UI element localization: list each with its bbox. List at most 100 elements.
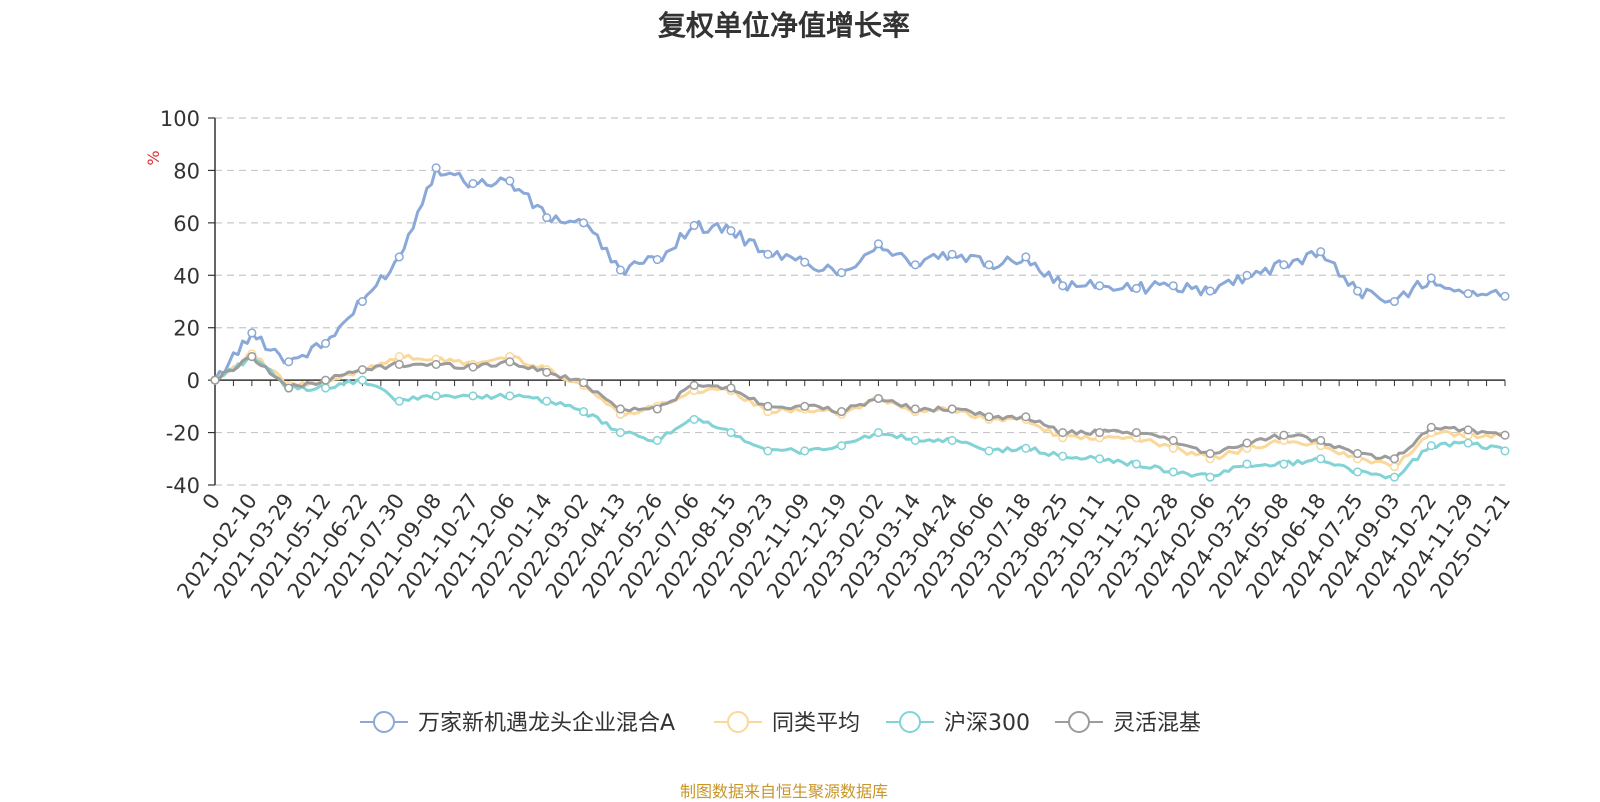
data-point [763, 401, 773, 411]
series-group [210, 352, 1510, 482]
data-point [394, 352, 404, 362]
data-point [1353, 286, 1363, 296]
data-point [800, 446, 810, 456]
data-point [1131, 428, 1141, 438]
series-group [210, 349, 1510, 472]
data-point [394, 359, 404, 369]
legend[interactable]: 万家新机遇龙头企业混合A 同类平均 沪深300 灵活混基 [360, 711, 1201, 736]
data-point [1242, 438, 1252, 448]
data-point [837, 407, 847, 417]
y-tick-label: 80 [173, 159, 200, 183]
data-point [247, 352, 257, 362]
series-lines [210, 163, 1510, 482]
data-point [1058, 451, 1068, 461]
data-point [579, 407, 589, 417]
data-point [468, 391, 478, 401]
legend-item[interactable]: 万家新机遇龙头企业混合A [360, 711, 675, 736]
data-point [984, 260, 994, 270]
data-point [1316, 454, 1326, 464]
y-tick-label: -40 [166, 474, 200, 498]
data-point [1058, 428, 1068, 438]
legend-label: 同类平均 [772, 711, 860, 736]
data-point [947, 249, 957, 259]
legend-label: 万家新机遇龙头企业混合A [418, 711, 675, 736]
axes: -40-20020406080100%02021-02-102021-03-29… [144, 107, 1515, 603]
data-point [1316, 247, 1326, 257]
data-point [1389, 472, 1399, 482]
data-point [873, 239, 883, 249]
data-point [1279, 430, 1289, 440]
data-point [652, 435, 662, 445]
data-point [1205, 448, 1215, 459]
y-axis-unit-label: % [144, 150, 163, 165]
data-point [1131, 459, 1141, 469]
data-point [615, 265, 625, 275]
data-point [726, 226, 736, 236]
data-point [468, 362, 478, 372]
legend-item[interactable]: 同类平均 [714, 711, 860, 736]
data-point [615, 428, 625, 438]
data-point [800, 257, 810, 267]
data-point [468, 178, 478, 189]
data-point [1242, 459, 1252, 469]
data-point [1316, 435, 1326, 445]
data-point [984, 412, 994, 422]
data-point [984, 446, 994, 456]
data-point [1389, 454, 1399, 464]
data-point [873, 393, 883, 404]
data-point [763, 446, 773, 456]
data-point [1168, 443, 1178, 453]
data-point [1205, 472, 1215, 482]
data-source-note: 制图数据来自恒生聚源数据库 [679, 782, 888, 801]
grid-lines [215, 117, 1505, 486]
data-point [652, 404, 662, 414]
legend-item[interactable]: 沪深300 [886, 711, 1030, 736]
data-point [763, 249, 773, 259]
data-point [1426, 422, 1436, 432]
y-tick-label: 100 [160, 107, 200, 131]
data-point [1279, 260, 1289, 270]
data-point [1168, 281, 1178, 291]
data-point [505, 176, 515, 186]
data-point [394, 252, 404, 262]
legend-label: 沪深300 [944, 711, 1030, 736]
data-point [247, 328, 257, 338]
data-point [1426, 441, 1436, 451]
data-point [1426, 273, 1436, 283]
data-point [910, 260, 920, 270]
data-point [1021, 443, 1031, 453]
data-point [505, 391, 515, 401]
series-line [214, 352, 1506, 469]
data-point [1353, 448, 1363, 459]
y-tick-label: 60 [173, 212, 200, 236]
data-point [321, 338, 331, 348]
data-point [321, 383, 331, 393]
series-line [213, 166, 1506, 381]
data-point [689, 380, 699, 390]
data-point [726, 428, 736, 438]
data-point [579, 218, 589, 228]
data-point [837, 441, 847, 451]
y-tick-label: 20 [173, 317, 200, 341]
data-point [1168, 467, 1178, 477]
series-line [214, 355, 1506, 480]
data-point [542, 213, 552, 223]
data-point [579, 378, 589, 388]
data-point [357, 375, 367, 385]
legend-marker [373, 711, 395, 733]
data-point [542, 367, 552, 377]
data-point [837, 268, 847, 278]
y-tick-label: 40 [173, 264, 200, 288]
data-point [1021, 252, 1031, 262]
legend-item[interactable]: 灵活混基 [1055, 711, 1201, 736]
data-point [1021, 412, 1031, 422]
data-point [910, 435, 920, 445]
data-point [284, 357, 294, 367]
data-point [689, 220, 699, 231]
data-point [431, 359, 441, 369]
data-point [357, 365, 367, 375]
data-point [1095, 281, 1105, 291]
data-point [210, 375, 220, 385]
data-point [394, 396, 404, 406]
x-tick-label: 0 [198, 489, 225, 514]
